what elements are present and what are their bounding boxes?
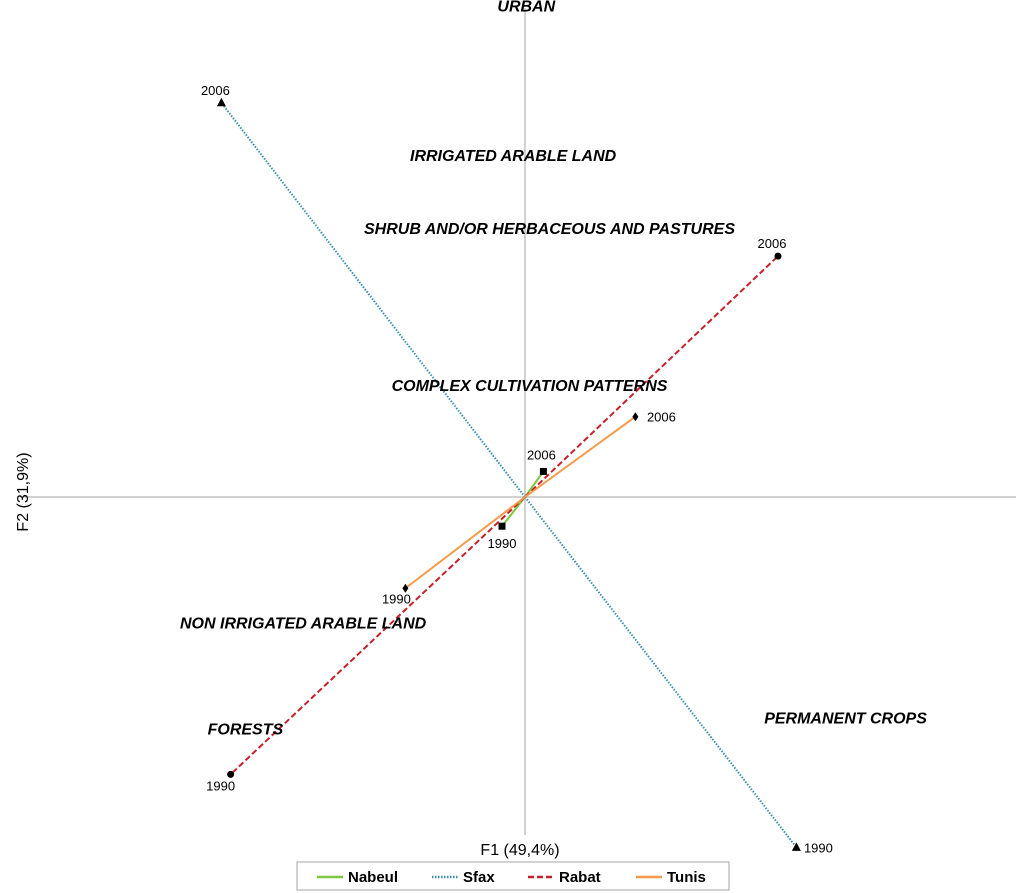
- nabeul-year-label: 1990: [488, 536, 517, 551]
- rabat-year-label: 2006: [758, 236, 787, 251]
- tunis-trajectory-segment: [524, 415, 636, 498]
- legend-label: Sfax: [463, 869, 495, 886]
- legend-item-rabat: Rabat: [528, 869, 601, 886]
- tunis-year-label: 2006: [647, 410, 676, 425]
- sfax-year-label: 1990: [804, 840, 833, 855]
- tunis-year-label: 1990: [382, 591, 411, 606]
- sfax-year-label: 2006: [201, 83, 230, 98]
- nabeul-trajectory-segment: [501, 496, 526, 527]
- nabeul-year-label: 2006: [527, 447, 556, 462]
- legend-label: Rabat: [559, 869, 601, 886]
- series-rabat: 1990 2006: [206, 236, 786, 793]
- y-axis-title: F2 (31,9%): [15, 452, 32, 531]
- annotation-layer: URBAN IRRIGATED ARABLE LAND SHRUB AND/OR H…: [180, 0, 927, 738]
- x-axis-title: F1 (49,4%): [480, 842, 559, 859]
- legend-label: Tunis: [667, 869, 706, 886]
- sfax-point-1990: [791, 842, 801, 851]
- rabat-trajectory-segment: [229, 496, 526, 776]
- category-label: URBAN: [497, 0, 555, 16]
- category-label: IRRIGATED ARABLE LAND: [410, 148, 617, 165]
- tunis-point-1990: [402, 583, 409, 593]
- category-label: FORESTS: [208, 721, 284, 738]
- category-label: COMPLEX CULTIVATION PATTERNS: [392, 378, 668, 395]
- legend-item-sfax: Sfax: [432, 869, 495, 886]
- axes: [20, 8, 1016, 835]
- category-label: SHRUB AND/OR HERBACEOUS AND PASTURES: [364, 221, 735, 238]
- legend-item-tunis: Tunis: [636, 869, 706, 886]
- nabeul-point-1990: [498, 522, 506, 530]
- category-label: NON IRRIGATED ARABLE LAND: [180, 615, 427, 632]
- rabat-point-1990: [227, 770, 235, 778]
- series-sfax: 1990 2006: [201, 83, 833, 856]
- rabat-year-label: 1990: [206, 778, 235, 793]
- series-layer: 1990 2006 1990 2006 1990 2006 1990 2006: [201, 83, 833, 856]
- rabat-trajectory-segment: [524, 255, 779, 498]
- tunis-trajectory-segment: [404, 496, 526, 590]
- rabat-point-2006: [774, 252, 782, 260]
- series-tunis: 1990 2006: [382, 410, 676, 607]
- sfax-trajectory-segment: [524, 496, 798, 849]
- nabeul-point-2006: [539, 467, 547, 475]
- legend-item-nabeul: Nabeul: [317, 869, 398, 886]
- legend: Nabeul Sfax Rabat Tunis: [296, 861, 730, 891]
- tunis-point-2006: [632, 412, 639, 422]
- series-nabeul: 1990 2006: [488, 447, 556, 551]
- sfax-point-2006: [216, 97, 226, 107]
- category-label: PERMANENT CROPS: [764, 710, 927, 727]
- sfax-trajectory-segment: [220, 102, 526, 498]
- legend-label: Nabeul: [348, 869, 398, 886]
